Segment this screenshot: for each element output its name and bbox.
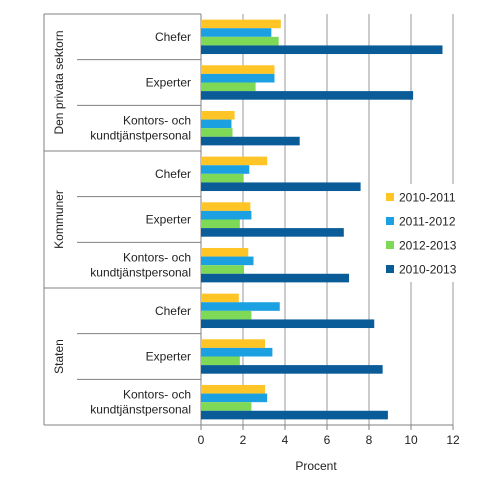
- category-label: Kontors- och: [123, 388, 191, 402]
- x-tick-label: 0: [198, 433, 205, 447]
- bar-2010-2011: [201, 156, 268, 166]
- bar-2010-2011: [201, 110, 235, 120]
- bar-2012-2013: [201, 219, 240, 229]
- x-tick-label: 2: [240, 433, 247, 447]
- bars: [201, 19, 443, 420]
- legend: 2010-2011 2011-2012 2012-2013 2010-2013: [378, 184, 474, 282]
- legend-swatch: [386, 193, 394, 201]
- bar-2011-2012: [201, 256, 254, 266]
- category-label: Chefer: [155, 167, 191, 181]
- group-label: Staten: [52, 339, 66, 374]
- bar-2010-2013: [201, 273, 350, 283]
- bar-2012-2013: [201, 173, 243, 183]
- legend-label: 2010-2011: [399, 191, 456, 205]
- bar-2010-2011: [201, 19, 281, 29]
- legend-label: 2011-2012: [399, 215, 456, 229]
- bar-2010-2013: [201, 45, 443, 55]
- bar-2010-2013: [201, 91, 414, 100]
- group-labels: Den privata sektorn Kommuner Staten: [52, 30, 66, 373]
- bar-2011-2012: [201, 393, 268, 403]
- bar-2011-2012: [201, 302, 280, 311]
- bar-2011-2012: [201, 210, 252, 220]
- bar-2011-2012: [201, 347, 273, 357]
- bar-2010-2013: [201, 410, 388, 420]
- category-label: Kontors- och: [123, 114, 191, 128]
- legend-label: 2010-2013: [399, 263, 457, 277]
- x-tick-label: 12: [446, 433, 460, 447]
- category-label: Kontors- och: [123, 251, 191, 265]
- bar-2012-2013: [201, 128, 233, 137]
- category-label: Chefer: [155, 30, 191, 44]
- x-tick-label: 8: [366, 433, 373, 447]
- group-label: Den privata sektorn: [52, 30, 66, 134]
- bar-2010-2013: [201, 319, 375, 329]
- group-label: Kommuner: [52, 190, 66, 249]
- category-label: Experter: [146, 213, 191, 227]
- bar-2010-2011: [201, 247, 249, 257]
- legend-swatch: [386, 217, 394, 225]
- bar-2012-2013: [201, 36, 279, 46]
- bar-2011-2012: [201, 165, 250, 174]
- bar-2012-2013: [201, 402, 252, 411]
- category-label: kundtjänstpersonal: [90, 129, 191, 143]
- bar-2010-2011: [201, 293, 239, 303]
- bar-2012-2013: [201, 310, 252, 320]
- category-label: Experter: [146, 76, 191, 90]
- category-label: kundtjänstpersonal: [90, 266, 191, 280]
- bar-2012-2013: [201, 82, 256, 92]
- bar-2010-2013: [201, 182, 361, 192]
- x-tick-label: 4: [282, 433, 289, 447]
- x-axis-title: Procent: [295, 459, 337, 473]
- bar-2011-2012: [201, 28, 272, 37]
- bar-2010-2011: [201, 65, 275, 74]
- legend-swatch: [386, 265, 394, 273]
- bar-2011-2012: [201, 73, 275, 83]
- category-label: Chefer: [155, 304, 191, 318]
- x-tick-label: 10: [404, 433, 418, 447]
- bar-2010-2011: [201, 202, 251, 211]
- category-label: kundtjänstpersonal: [90, 403, 191, 417]
- x-tick-label: 6: [324, 433, 331, 447]
- bar-2010-2013: [201, 365, 383, 374]
- bar-2010-2013: [201, 228, 344, 237]
- legend-swatch: [386, 241, 394, 249]
- bar-2012-2013: [201, 265, 245, 274]
- bar-2010-2011: [201, 384, 266, 394]
- category-label: Experter: [146, 350, 191, 364]
- bar-2011-2012: [201, 119, 232, 129]
- bar-2012-2013: [201, 356, 240, 366]
- bar-2010-2013: [201, 136, 300, 146]
- x-axis: 0 2 4 6 8 10 12: [198, 424, 460, 447]
- legend-label: 2012-2013: [399, 239, 457, 253]
- bar-2010-2011: [201, 339, 266, 348]
